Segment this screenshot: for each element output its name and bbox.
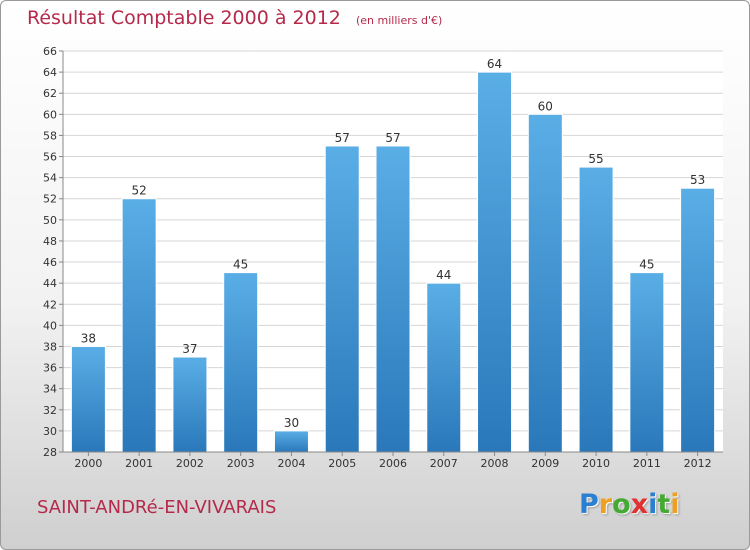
data-label: 64	[487, 57, 502, 71]
x-tick-label: 2007	[430, 457, 458, 470]
y-tick-label: 56	[43, 151, 57, 164]
y-tick-label: 48	[43, 235, 57, 248]
y-tick-label: 44	[43, 277, 57, 290]
x-tick-label: 2009	[531, 457, 559, 470]
x-tick-label: 2008	[481, 457, 509, 470]
bar	[578, 166, 614, 453]
bar	[375, 145, 411, 453]
y-tick-label: 54	[43, 172, 57, 185]
logo-letter: o	[612, 489, 631, 520]
chart-subtitle: (en milliers d'€)	[355, 14, 443, 27]
x-tick-label: 2001	[125, 457, 153, 470]
data-label: 45	[639, 258, 654, 272]
bar	[121, 198, 157, 453]
data-label: 45	[233, 258, 248, 272]
y-tick-label: 60	[43, 108, 57, 121]
data-label: 55	[588, 152, 603, 166]
proxiti-logo: Proxiti	[579, 489, 680, 520]
bar	[324, 145, 360, 453]
chart-title: Résultat Comptable 2000 à 2012	[27, 7, 341, 29]
y-tick-label: 46	[43, 256, 57, 269]
x-tick-label: 2011	[633, 457, 661, 470]
x-tick-label: 2005	[328, 457, 356, 470]
y-tick-label: 64	[43, 66, 57, 79]
y-tick-label: 42	[43, 298, 57, 311]
data-label: 38	[81, 331, 96, 345]
y-tick-label: 66	[43, 45, 57, 58]
bar	[273, 430, 309, 453]
bar	[70, 345, 106, 453]
y-tick-label: 32	[43, 404, 57, 417]
y-tick-label: 34	[43, 383, 57, 396]
logo-letter: P	[579, 489, 599, 520]
x-tick-label: 2010	[582, 457, 610, 470]
y-tick-label: 52	[43, 193, 57, 206]
logo-letter: t	[657, 489, 671, 520]
bar	[223, 272, 259, 453]
logo-letter: i	[648, 489, 658, 520]
bar	[527, 113, 563, 453]
y-tick-label: 28	[43, 446, 57, 459]
commune-name: SAINT-ANDRé-EN-VIVARAIS	[37, 497, 277, 518]
logo-letter: r	[598, 489, 613, 520]
data-label: 44	[436, 268, 451, 282]
y-tick-label: 36	[43, 362, 57, 375]
bar	[426, 282, 462, 453]
logo-letter: i	[670, 489, 680, 520]
data-label: 57	[385, 131, 400, 145]
data-label: 30	[284, 416, 299, 430]
data-label: 53	[690, 173, 705, 187]
title-row: Résultat Comptable 2000 à 2012 (en milli…	[27, 7, 442, 29]
y-tick-label: 58	[43, 129, 57, 142]
bar	[680, 187, 716, 453]
logo-letter: x	[630, 489, 649, 520]
x-tick-label: 2012	[684, 457, 712, 470]
y-tick-label: 50	[43, 214, 57, 227]
x-tick-label: 2006	[379, 457, 407, 470]
data-label: 60	[538, 99, 553, 113]
y-tick-label: 40	[43, 319, 57, 332]
x-tick-label: 2002	[176, 457, 204, 470]
data-label: 57	[335, 131, 350, 145]
data-label: 52	[132, 184, 147, 198]
x-tick-label: 2004	[277, 457, 305, 470]
y-tick-label: 62	[43, 87, 57, 100]
y-tick-label: 30	[43, 425, 57, 438]
bar	[477, 71, 513, 453]
x-tick-label: 2003	[227, 457, 255, 470]
y-tick-label: 38	[43, 340, 57, 353]
bar	[629, 272, 665, 453]
data-label: 37	[182, 342, 197, 356]
bar	[172, 356, 208, 453]
x-tick-label: 2000	[74, 457, 102, 470]
